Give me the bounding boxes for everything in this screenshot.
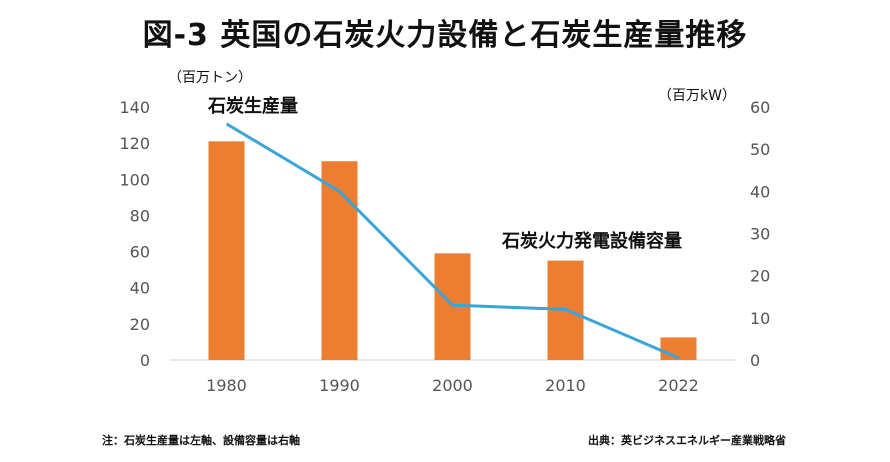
x-tick-label: 2022 bbox=[658, 376, 699, 395]
left-tick-label: 80 bbox=[130, 206, 150, 225]
right-tick-label: 40 bbox=[750, 182, 770, 201]
left-tick-label: 20 bbox=[130, 315, 150, 334]
line-annotation: 石炭生産量 bbox=[207, 95, 298, 117]
x-tick-label: 2000 bbox=[432, 376, 473, 395]
right-tick-label: 20 bbox=[750, 267, 770, 286]
right-tick-label: 0 bbox=[750, 351, 760, 370]
bar-annotation: 石炭火力発電設備容量 bbox=[501, 230, 682, 252]
right-tick-label: 10 bbox=[750, 309, 770, 328]
x-tick-label: 2010 bbox=[545, 376, 586, 395]
bar-1980 bbox=[208, 141, 245, 360]
x-axis: 1980 1990 2000 2010 2022 bbox=[206, 376, 699, 395]
left-tick-label: 140 bbox=[119, 98, 150, 117]
left-axis-unit: （百万トン） bbox=[168, 70, 252, 86]
source-note: 出典：英ビジネスエネルギー産業戦略省 bbox=[588, 434, 786, 447]
left-tick-label: 60 bbox=[130, 243, 150, 262]
right-tick-label: 60 bbox=[750, 98, 770, 117]
left-axis: 0 20 40 60 80 100 120 140 bbox=[119, 98, 150, 370]
x-tick-label: 1980 bbox=[206, 376, 247, 395]
left-tick-label: 40 bbox=[130, 279, 150, 298]
left-tick-label: 0 bbox=[140, 351, 150, 370]
chart-title: 図-3 英国の石炭火力設備と石炭生産量推移 bbox=[142, 18, 748, 53]
x-tick-label: 1990 bbox=[319, 376, 360, 395]
right-tick-label: 30 bbox=[750, 225, 770, 244]
right-axis-unit: （百万kW） bbox=[658, 88, 736, 104]
line-series bbox=[225, 122, 680, 360]
right-axis: 0 10 20 30 40 50 60 bbox=[750, 98, 770, 370]
right-tick-label: 50 bbox=[750, 140, 770, 159]
bar-1990 bbox=[321, 161, 358, 360]
left-tick-label: 120 bbox=[119, 134, 150, 153]
left-tick-label: 100 bbox=[119, 170, 150, 189]
footnote: 注：石炭生産量は左軸、設備容量は右軸 bbox=[102, 434, 300, 447]
